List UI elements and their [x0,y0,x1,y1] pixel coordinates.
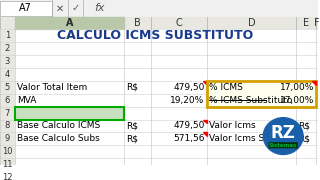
Bar [0,81,318,94]
Text: 479,50: 479,50 [173,122,205,130]
Polygon shape [312,81,316,85]
Bar [0,1,52,16]
Bar [0,55,318,68]
Text: ✓: ✓ [71,3,80,13]
Text: 1: 1 [5,31,10,40]
Text: 17,00%: 17,00% [280,96,314,105]
Text: 4: 4 [5,70,10,79]
Bar [0,132,15,145]
Bar [0,68,318,81]
Text: A: A [66,18,73,28]
Text: 6: 6 [5,96,10,105]
Bar [0,132,318,145]
Bar [0,29,15,42]
Polygon shape [203,81,207,85]
Bar [0,68,15,81]
Text: E: E [303,18,309,28]
Text: A: A [66,18,73,28]
Text: B: B [134,18,141,28]
Text: 479,50: 479,50 [173,83,205,92]
Bar [0,29,318,42]
Text: F: F [314,18,320,28]
Polygon shape [203,120,207,123]
Circle shape [263,118,303,154]
Bar [0,158,318,171]
Bar [0,107,318,120]
Bar [0,120,318,132]
Text: 19,20%: 19,20% [171,96,205,105]
Bar [0,171,318,180]
Bar [207,81,316,107]
Text: Base Calculo Subs: Base Calculo Subs [17,134,100,143]
Text: ✕: ✕ [56,3,64,13]
Bar [15,107,124,120]
Text: 571,56: 571,56 [173,134,205,143]
Bar [0,145,318,158]
Text: Base Calculo ICMS: Base Calculo ICMS [17,122,100,130]
Text: R$: R$ [126,122,138,130]
Bar [0,55,15,68]
Text: 12: 12 [2,173,13,180]
Bar [0,81,15,94]
Text: 5: 5 [5,83,10,92]
Bar [0,0,318,17]
Text: Valor Total Item: Valor Total Item [17,83,87,92]
Text: 3: 3 [5,57,10,66]
Bar [207,81,316,107]
Text: Valor Icms Subs: Valor Icms Subs [209,134,280,143]
Text: D: D [248,18,255,28]
Bar [0,171,15,180]
Text: R$: R$ [298,122,310,130]
Text: 10: 10 [2,147,13,156]
Text: MVA: MVA [17,96,36,105]
Text: RZ: RZ [271,124,296,142]
Bar [0,145,15,158]
Bar [0,120,15,132]
Text: C: C [175,18,182,28]
Text: 8: 8 [5,122,10,130]
Text: R$: R$ [298,134,310,143]
Bar [0,94,15,107]
Text: A7: A7 [20,3,32,13]
Text: Valor Icms: Valor Icms [209,122,255,130]
Bar [0,42,318,55]
Bar [15,107,124,120]
Text: 17,00%: 17,00% [280,83,314,92]
Bar [0,158,15,171]
Text: R$: R$ [126,83,138,92]
Text: % ICMS: % ICMS [209,83,243,92]
Text: R$: R$ [126,134,138,143]
Text: Sistemas: Sistemas [269,143,297,148]
Bar [0,17,318,29]
Bar [0,107,15,120]
Text: 2: 2 [5,44,10,53]
Bar [0,42,15,55]
Text: CALCULO ICMS SUBSTITUTO: CALCULO ICMS SUBSTITUTO [57,29,254,42]
Bar [0,94,318,107]
Text: 11: 11 [2,160,13,169]
Polygon shape [203,132,207,136]
Bar [15,17,124,29]
Text: fx: fx [94,3,105,13]
Text: % ICMS Substituto: % ICMS Substituto [209,96,292,105]
Text: 7: 7 [5,109,10,118]
Text: 9: 9 [5,134,10,143]
